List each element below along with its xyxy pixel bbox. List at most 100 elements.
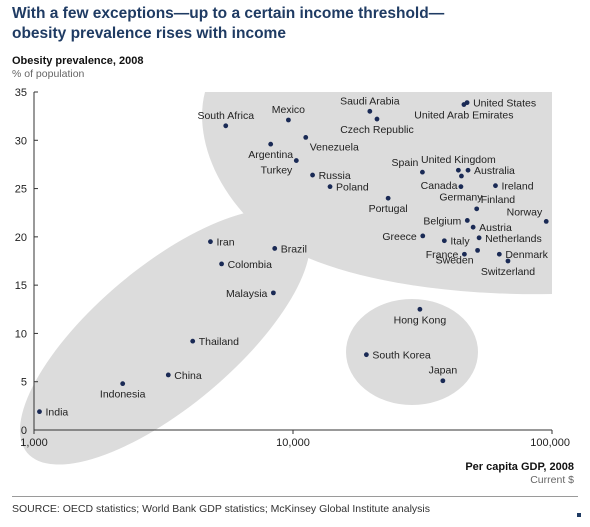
- point-label: South Korea: [372, 350, 431, 362]
- point-label: Netherlands: [485, 233, 542, 245]
- y-tick-label: 25: [15, 184, 27, 196]
- point-label: Indonesia: [100, 389, 146, 401]
- y-tick-label: 0: [21, 425, 27, 437]
- data-point: [303, 134, 309, 140]
- data-point: [190, 338, 196, 344]
- x-axis-title: Per capita GDP, 2008: [465, 461, 574, 473]
- data-point: [286, 117, 291, 123]
- point-label: Poland: [336, 182, 369, 194]
- data-point: [505, 258, 511, 264]
- point-label: Australia: [474, 165, 515, 177]
- data-point: [420, 233, 426, 239]
- data-point: [385, 195, 391, 201]
- data-point: [440, 378, 446, 384]
- data-point: [476, 235, 482, 241]
- x-tick-label: 1,000: [20, 437, 48, 449]
- y-axis-unit: % of population: [12, 68, 85, 80]
- point-label: Japan: [429, 365, 458, 377]
- data-point: [120, 381, 126, 387]
- point-label: Germany: [439, 192, 483, 204]
- y-tick-label: 15: [15, 280, 27, 292]
- x-ticks: 1,000 10,000 100,000: [20, 430, 570, 449]
- y-tick-label: 10: [15, 328, 27, 340]
- x-tick-label: 100,000: [530, 437, 570, 449]
- data-point: [327, 184, 333, 190]
- point-label: Hong Kong: [394, 314, 447, 326]
- footer-divider: [12, 496, 578, 497]
- cluster-shapes: [19, 92, 552, 465]
- data-point: [543, 219, 549, 224]
- point-label: United Kingdom: [421, 154, 496, 166]
- point-label: France: [426, 249, 459, 261]
- corner-marker: [577, 513, 581, 517]
- point-label: Malaysia: [226, 288, 268, 300]
- data-point: [493, 183, 498, 189]
- point-label: Austria: [479, 222, 512, 234]
- point-label: Russia: [319, 170, 351, 182]
- data-point: [462, 251, 467, 257]
- point-label: Venezuela: [310, 141, 359, 153]
- point-label: Brazil: [281, 243, 307, 255]
- data-point: [464, 218, 470, 223]
- data-point: [268, 141, 274, 147]
- point-label: Colombia: [228, 259, 273, 271]
- point-label: Czech Republic: [340, 124, 414, 136]
- data-point: [470, 224, 476, 230]
- chart-title-line-2: obesity prevalence rises with income: [12, 25, 286, 42]
- y-tick-label: 20: [15, 232, 27, 244]
- point-label: Turkey: [261, 165, 293, 177]
- point-label: South Africa: [197, 110, 254, 122]
- data-point: [293, 158, 299, 163]
- source-note: SOURCE: OECD statistics; World Bank GDP …: [12, 503, 430, 515]
- point-label: United States: [473, 98, 536, 110]
- data-point: [417, 306, 423, 312]
- y-ticks: 0 5 10 15 20 25 30 35: [15, 87, 38, 437]
- data-point: [37, 409, 42, 415]
- data-point: [475, 247, 480, 253]
- point-label: Portugal: [369, 203, 408, 215]
- point-label: Saudi Arabia: [340, 95, 400, 107]
- data-point: [374, 116, 380, 122]
- point-label: Sweden: [436, 254, 474, 266]
- point-label: Greece: [382, 231, 417, 243]
- point-label: Belgium: [423, 215, 461, 227]
- chart-title-line-1: With a few exceptions—up to a certain in…: [12, 5, 445, 22]
- data-point: [223, 123, 229, 129]
- data-point: [458, 184, 464, 190]
- point-label: Italy: [450, 236, 470, 248]
- point-label: Ireland: [501, 181, 533, 193]
- data-point: [461, 102, 467, 107]
- point-label: India: [45, 407, 68, 419]
- point-label: Denmark: [505, 249, 548, 261]
- point-label: Argentina: [248, 149, 293, 161]
- cluster-east-asia: [346, 299, 478, 405]
- data-point: [367, 108, 373, 114]
- point-label: Mexico: [272, 104, 305, 116]
- data-point: [272, 246, 278, 251]
- data-point: [165, 372, 171, 378]
- point-label: Iran: [216, 237, 234, 249]
- y-tick-label: 30: [15, 135, 27, 147]
- data-point: [455, 167, 461, 173]
- point-label: Canada: [421, 180, 458, 192]
- point-label: Switzerland: [481, 266, 535, 278]
- data-point: [465, 167, 471, 173]
- point-label: Finland: [481, 194, 516, 206]
- point-label: Spain: [392, 157, 419, 169]
- chart-title: With a few exceptions—up to a certain in…: [12, 4, 582, 44]
- data-point: [219, 261, 224, 267]
- y-axis-title: Obesity prevalence, 2008: [12, 55, 144, 67]
- data-point: [441, 238, 447, 244]
- y-tick-label: 5: [21, 377, 27, 389]
- y-tick-label: 35: [15, 87, 27, 99]
- data-point: [420, 169, 425, 175]
- point-label: United Arab Emirates: [414, 110, 513, 122]
- data-point: [474, 206, 480, 212]
- data-point: [208, 239, 213, 245]
- data-points: India Indonesia China Thailand Iran Colombia B…: [37, 95, 549, 419]
- data-point: [459, 173, 464, 179]
- x-tick-label: 10,000: [276, 437, 310, 449]
- x-axis-unit: Current $: [530, 474, 574, 486]
- point-label: China: [174, 370, 202, 382]
- data-point: [270, 290, 276, 296]
